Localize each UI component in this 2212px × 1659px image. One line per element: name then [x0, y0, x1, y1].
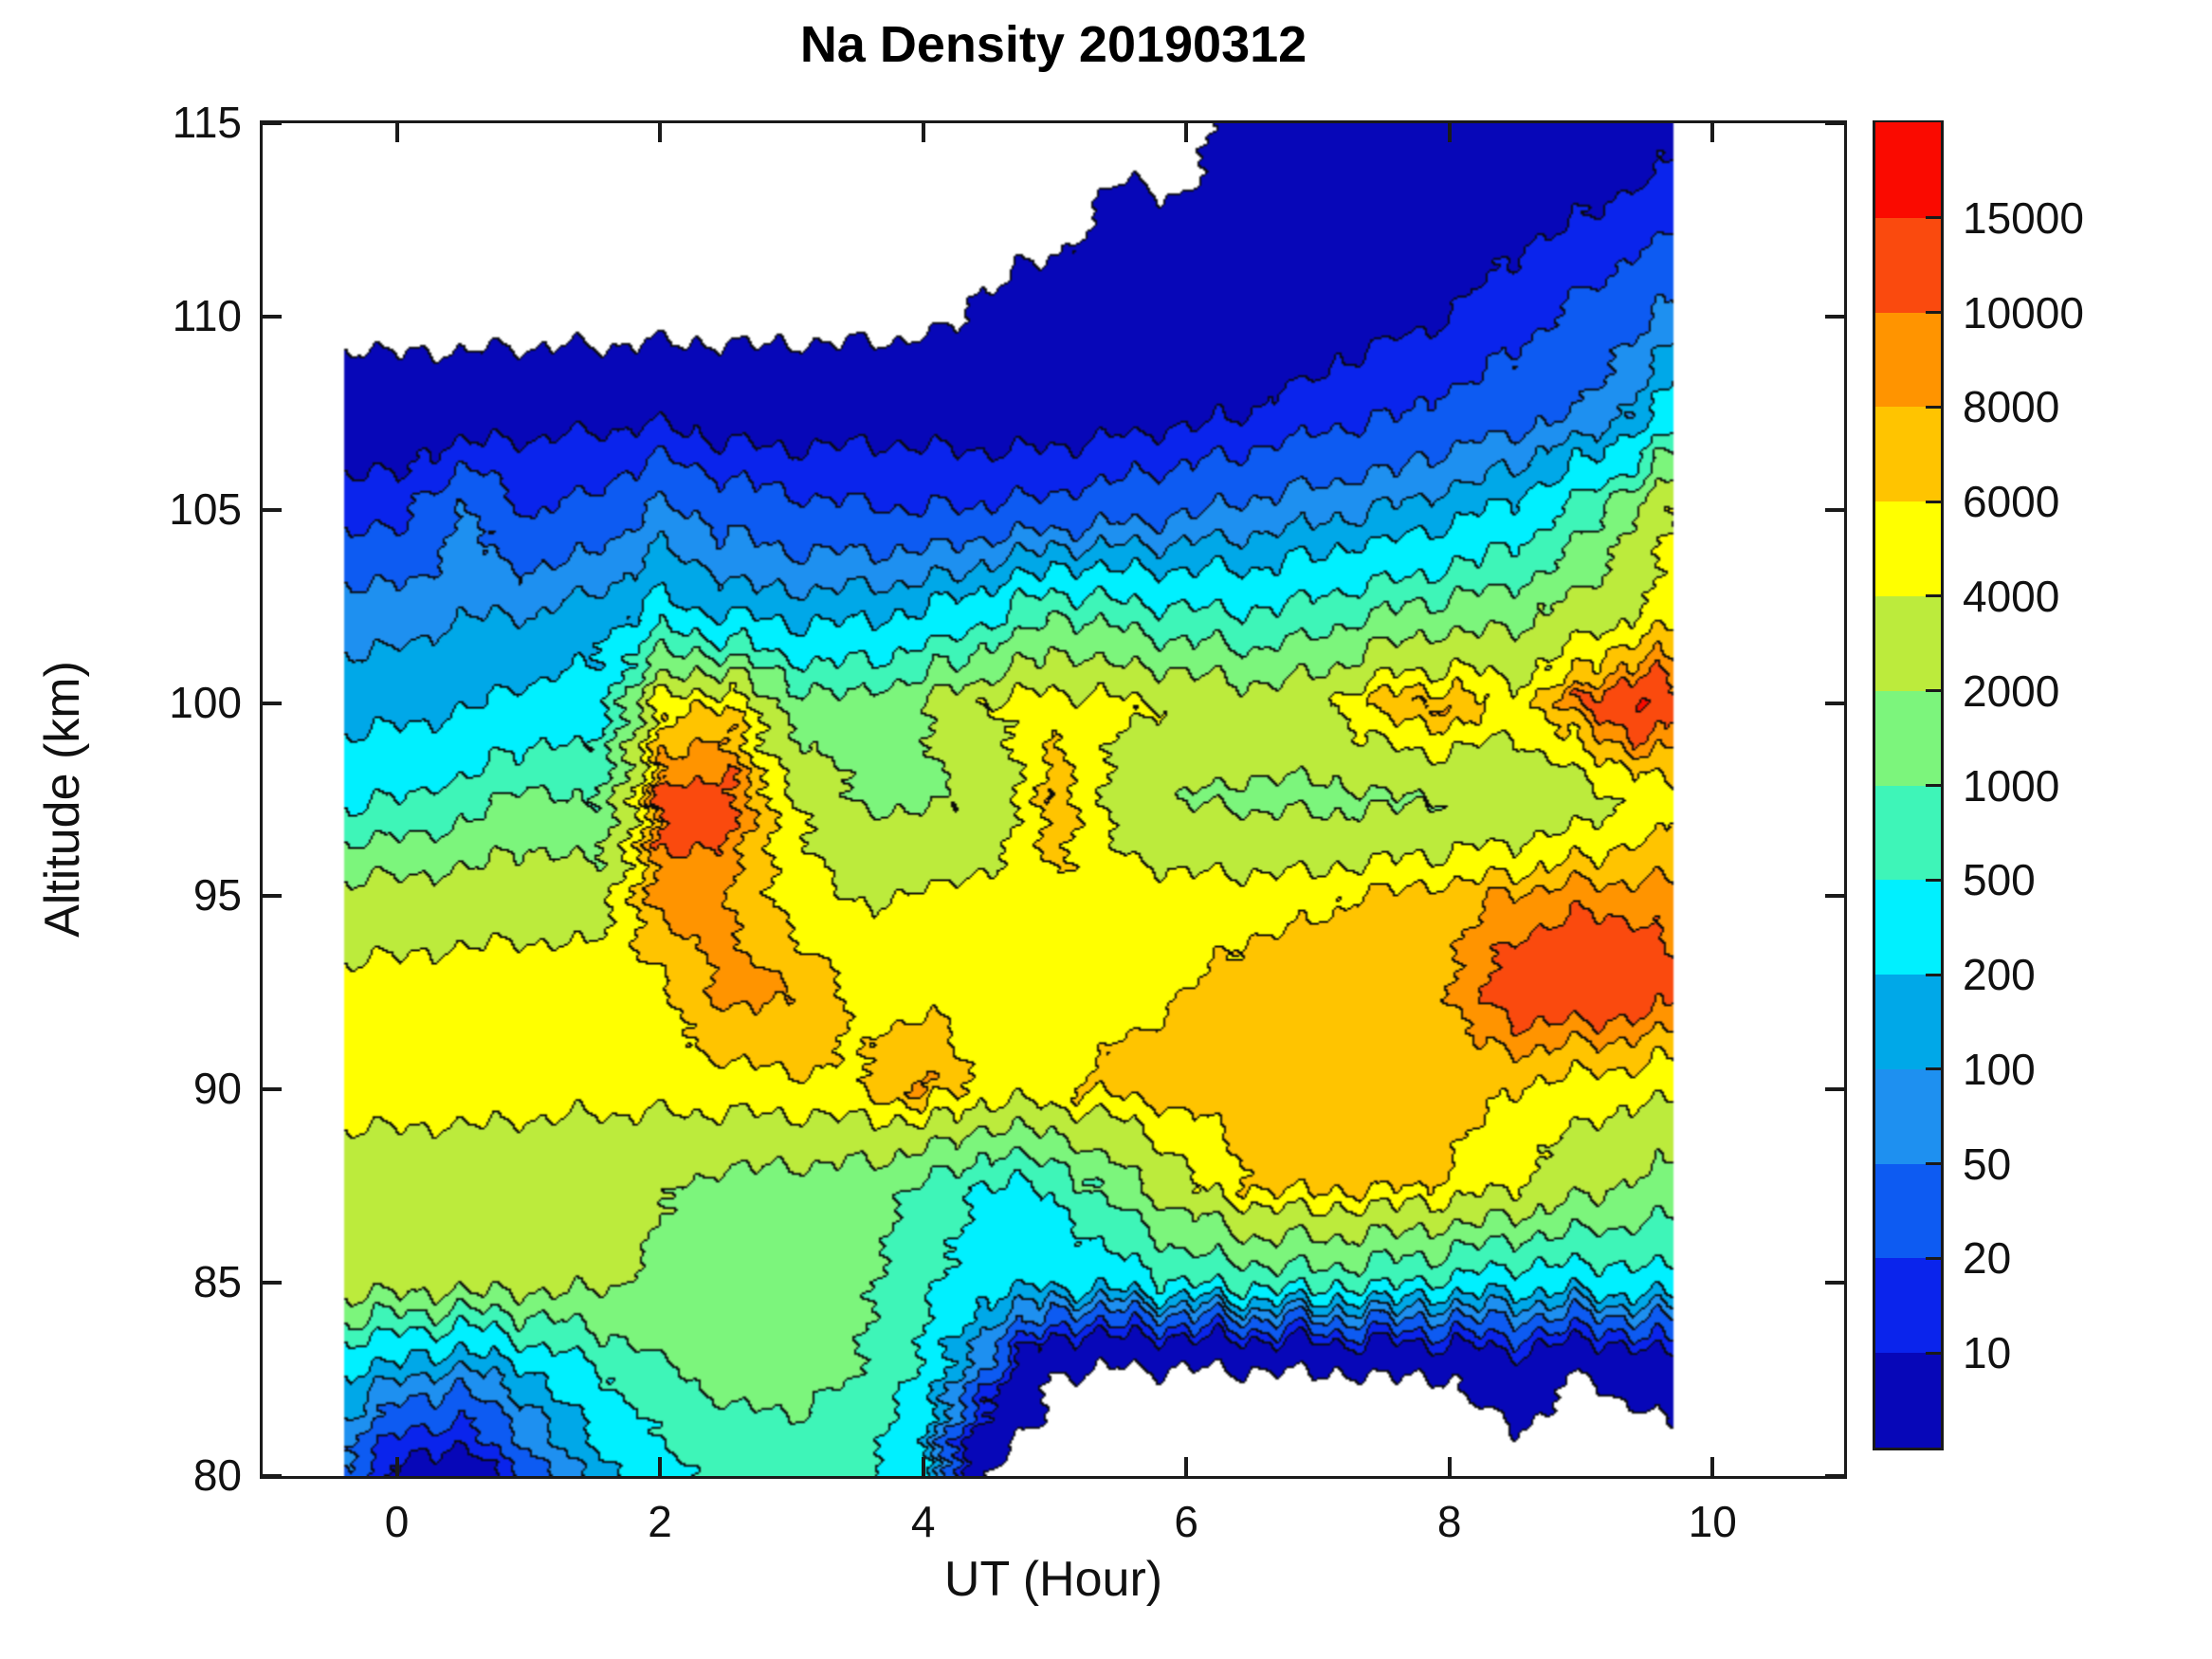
colorbar-tick	[1926, 1067, 1941, 1071]
colorbar-tick-label: 1000	[1963, 760, 2060, 811]
colorbar-tick	[1926, 311, 1941, 315]
colorbar-tick	[1926, 405, 1941, 409]
colorbar-tick-label: 6000	[1963, 477, 2060, 527]
colorbar-tick	[1926, 216, 1941, 220]
y-tick-label: 80	[192, 1450, 242, 1500]
y-tick-label: 115	[172, 98, 242, 147]
y-tick-label: 95	[192, 870, 242, 921]
colorbar-tick-label: 20	[1963, 1233, 2012, 1284]
colorbar-segment	[1875, 122, 1941, 218]
x-tick-label: 8	[1436, 1497, 1462, 1546]
colorbar-tick	[1926, 594, 1941, 598]
y-tick-label: 100	[169, 677, 242, 727]
colorbar-tick-label: 8000	[1963, 382, 2060, 432]
colorbar-segment	[1875, 1163, 1941, 1259]
y-tick-label: 90	[192, 1064, 242, 1114]
colorbar-segment	[1875, 1257, 1941, 1354]
x-tick-label: 10	[1688, 1497, 1737, 1546]
colorbar-tick	[1926, 1351, 1941, 1355]
page-title: Na Density 20190312	[799, 16, 1307, 73]
colorbar-frame	[1873, 120, 1944, 1450]
y-tick-label: 85	[192, 1257, 242, 1307]
colorbar-tick-label: 10000	[1963, 287, 2084, 337]
colorbar-tick-label: 4000	[1963, 571, 2060, 621]
colorbar-segment	[1875, 974, 1941, 1069]
colorbar-segment	[1875, 501, 1941, 596]
colorbar-tick	[1926, 1162, 1941, 1166]
colorbar-tick-label: 200	[1963, 950, 2036, 1000]
x-tick-label: 4	[910, 1497, 936, 1546]
colorbar-segment	[1875, 595, 1941, 691]
colorbar-segment	[1875, 1352, 1941, 1448]
x-tick-label: 2	[648, 1497, 672, 1546]
x-tick-label: 0	[384, 1497, 410, 1546]
colorbar-tick-label: 500	[1963, 855, 2036, 905]
colorbar-tick	[1926, 500, 1941, 503]
colorbar-segment	[1875, 1068, 1941, 1164]
colorbar-tick-label: 100	[1963, 1044, 2036, 1094]
colorbar-segment	[1875, 217, 1941, 313]
colorbar-tick	[1926, 689, 1941, 693]
y-tick-label: 110	[172, 290, 242, 340]
y-axis-label: Altitude (km)	[35, 661, 90, 938]
colorbar-segment	[1875, 879, 1941, 975]
colorbar-segment	[1875, 406, 1941, 502]
y-tick-label: 105	[169, 483, 242, 534]
contour-plot	[263, 123, 1844, 1476]
colorbar-tick-label: 15000	[1963, 192, 2084, 243]
x-tick-label: 6	[1174, 1497, 1198, 1546]
colorbar-tick-label: 10	[1963, 1328, 2012, 1378]
x-axis-label: UT (Hour)	[943, 1552, 1163, 1607]
colorbar-tick	[1926, 878, 1941, 882]
colorbar-segment	[1875, 311, 1941, 408]
colorbar-segment	[1875, 690, 1941, 786]
colorbar-tick-label: 2000	[1963, 665, 2060, 716]
colorbar-tick	[1926, 1256, 1941, 1260]
colorbar-tick	[1926, 973, 1941, 976]
colorbar	[1875, 122, 1941, 1448]
colorbar-segment	[1875, 784, 1941, 881]
colorbar-tick	[1926, 784, 1941, 787]
colorbar-tick-label: 50	[1963, 1139, 2012, 1189]
